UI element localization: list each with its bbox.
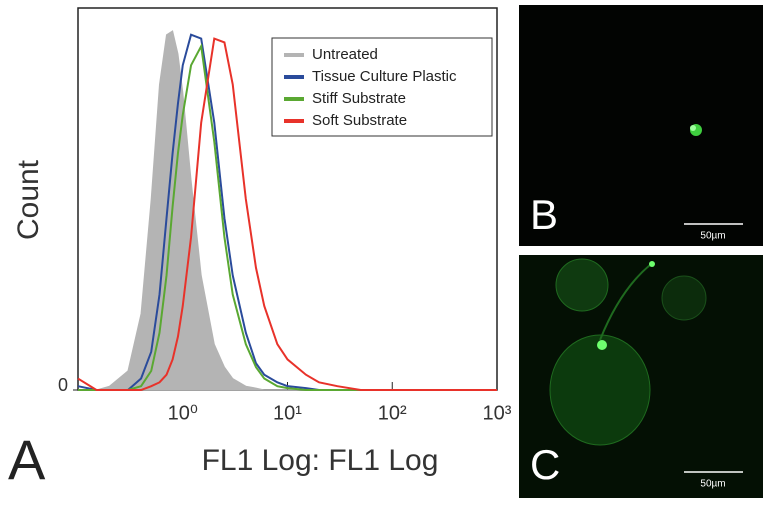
- legend-box: [271, 37, 493, 137]
- legend-label: Stiff Substrate: [312, 90, 406, 107]
- panel-label: C: [530, 441, 560, 488]
- cell: [690, 125, 696, 131]
- micrograph: [519, 5, 763, 246]
- x-axis-label: FL1 Log: FL1 Log: [202, 444, 439, 477]
- cell: [649, 261, 655, 267]
- cell: [549, 334, 651, 446]
- panel-label: B: [530, 191, 558, 238]
- legend-label: Soft Substrate: [312, 112, 407, 129]
- filament: [599, 264, 651, 341]
- legend-label: Tissue Culture Plastic: [312, 68, 457, 85]
- scale-bar-label: 50µm: [700, 231, 725, 242]
- cell: [661, 275, 707, 321]
- y-axis-label: Count: [12, 159, 45, 240]
- line: [77, 37, 497, 391]
- line: [78, 42, 497, 391]
- y-tick-label: 0: [58, 375, 68, 395]
- x-tick-label: 10¹: [273, 402, 302, 424]
- panel-label: A: [8, 428, 46, 491]
- x-tick-label: 10²: [378, 402, 407, 424]
- cell: [597, 340, 607, 350]
- cell: [555, 258, 609, 312]
- x-tick-label: 10³: [483, 402, 512, 424]
- legend-label: Untreated: [312, 46, 378, 63]
- scale-bar-label: 50µm: [700, 479, 725, 490]
- x-tick-label: 10⁰: [168, 402, 198, 424]
